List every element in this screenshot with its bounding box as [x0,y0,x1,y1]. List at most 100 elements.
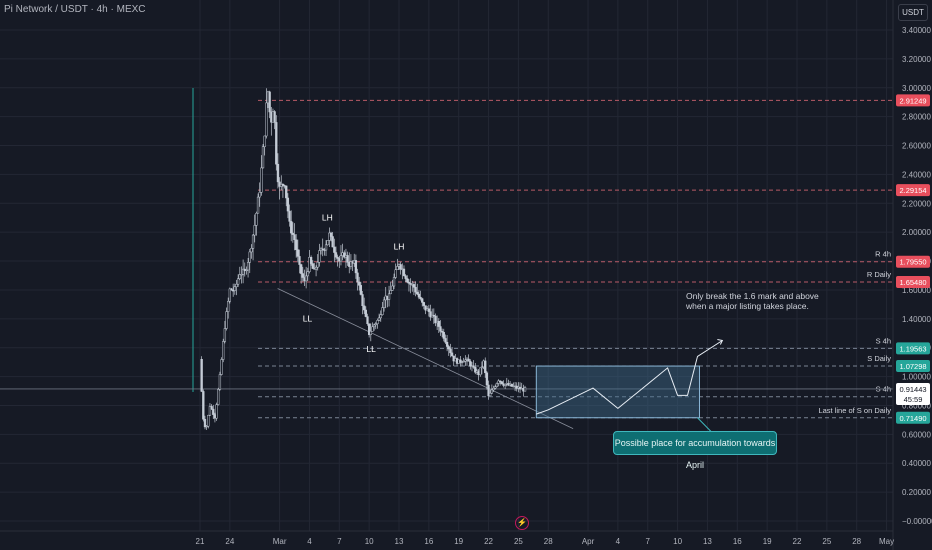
candle-body [311,263,314,269]
candle-body [339,255,343,262]
candle-body [412,284,416,288]
x-tick-label: 13 [703,537,712,546]
candle-body [439,326,442,332]
price-tag-box [896,255,930,268]
candle-body [291,232,295,235]
candle-body [349,261,353,267]
candle-body [217,389,220,405]
candle-body [497,380,500,384]
candle-body [301,273,304,278]
y-tick-label: 2.60000 [902,142,931,151]
candle-body [233,286,236,291]
candle-body [437,320,440,327]
countdown-label: 45:59 [904,395,923,404]
candle-body [409,283,412,285]
currency-unit-button[interactable]: USDT [898,4,928,21]
candle-body [447,346,450,350]
candle-body [382,299,386,308]
time-axis[interactable]: 21 24 Mar 4 7 10 13 16 19 22 25 28 Apr 4 7 10 13 16 19 22 25… [0,530,894,546]
candle-body [225,311,228,329]
candle-body [474,366,477,373]
candle-body [268,91,271,113]
descending-trendline [277,288,574,429]
candle-body [490,389,494,394]
x-tick-label: Apr [582,537,595,546]
candle-body [354,260,358,274]
candle-body [296,249,299,257]
price-tag-box [896,276,930,289]
x-tick-label: 16 [733,537,742,546]
candle-body [399,264,402,270]
candle-body [210,406,213,410]
candle-body [472,365,475,368]
candle-body [416,291,419,295]
x-tick-label: 7 [337,537,342,546]
candle-body [260,167,263,193]
candle-body [387,293,391,300]
current-price-label: 0.91443 [899,385,926,394]
x-tick-label: May [879,537,894,546]
x-tick-label: 28 [544,537,553,546]
candle-body [228,288,231,302]
price-tag-label: 1.65480 [899,278,926,287]
candle-body [467,358,470,362]
candle-body [459,359,462,363]
price-tags: 2.91249 2.29154 1.79550 1.65480 1.19563 1.072… [896,94,930,424]
price-tag-box [896,342,930,355]
candle-body [235,283,238,288]
x-tick-label: 19 [454,537,463,546]
listing-note-line-1: Only break the 1.6 mark and above [686,291,819,301]
lightning-icon[interactable]: ⚡ [515,516,529,530]
y-tick-label: 0.60000 [902,430,931,439]
candle-body [281,184,285,186]
y-tick-label: 2.00000 [902,228,931,237]
candle-body [255,212,258,226]
y-tick-label: 0.40000 [902,459,931,468]
candle-body [419,296,422,299]
candle-body [316,261,319,268]
candle-body [445,341,449,347]
candle-body [230,288,233,291]
candle-body [442,332,445,339]
level-label: R 4h [875,250,891,259]
candle-body [406,278,409,283]
candle-body [309,256,313,264]
candle-body [394,269,397,278]
accumulation-zone [535,365,700,419]
x-tick-label: 19 [763,537,772,546]
price-tag-box [896,94,930,107]
x-tick-label: 22 [793,537,802,546]
swing-label: LL [303,314,313,324]
x-tick-label: 4 [616,537,621,546]
candle-body [314,266,318,270]
candle-body [429,311,432,318]
x-tick-label: 25 [822,537,831,546]
swing-labels: LH LH LL LL [303,213,405,354]
candle-body [324,244,328,251]
candle-body [499,380,502,382]
candle-body [258,192,261,198]
candle-body [285,185,288,199]
candle-body [276,163,280,183]
candle-body [414,287,417,293]
candle-body [333,246,336,253]
candle-body [376,320,379,325]
candle-body [358,281,361,286]
candle-body [336,256,339,259]
candle-body [304,275,308,282]
candle-body [460,361,464,364]
level-label: S 4h [876,336,891,345]
candle-body [356,272,359,283]
candle-body [485,372,489,386]
candle-body [510,383,513,387]
candle-body [480,366,484,369]
candle-body [364,309,367,317]
candle-body [392,277,396,287]
candle-body [372,324,376,328]
candle-body [293,234,296,240]
candle-body [275,122,278,165]
x-tick-label: 25 [514,537,523,546]
candle-body [202,391,205,420]
x-tick-label: 13 [395,537,404,546]
